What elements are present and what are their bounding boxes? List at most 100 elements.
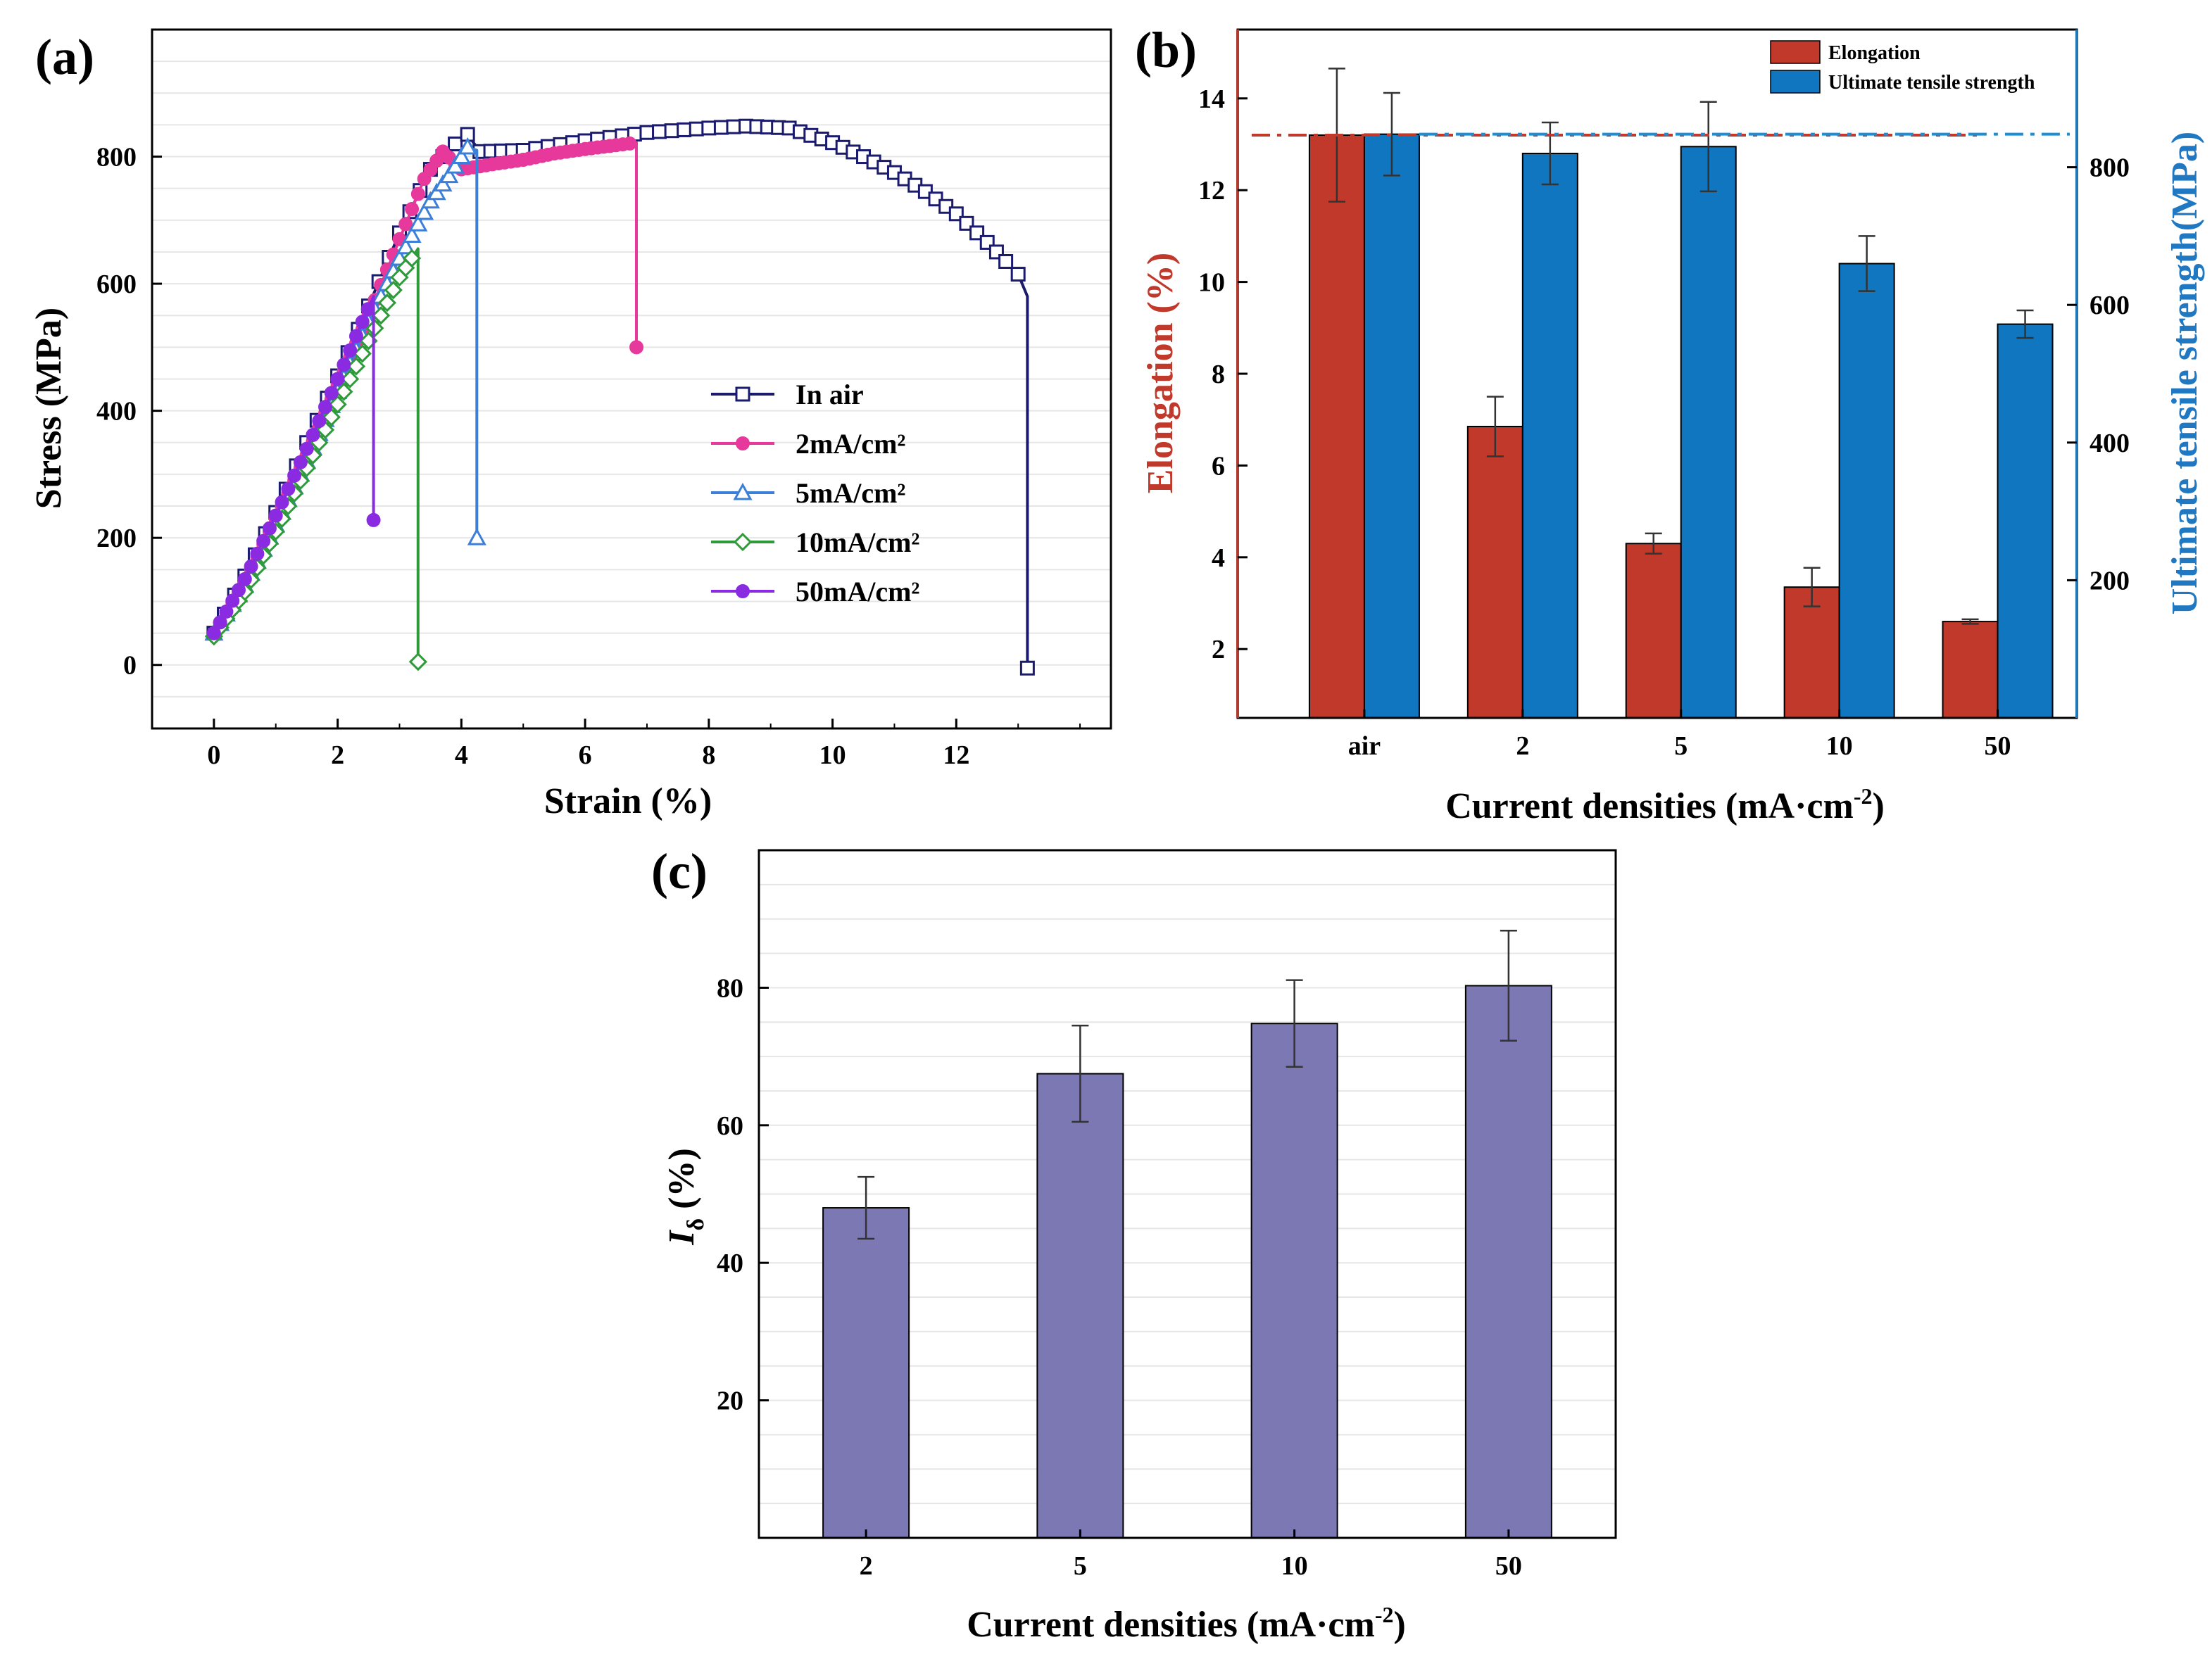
panel-a-x-axis-label: Strain (%) [544,781,712,821]
panel-a-data-point [998,253,1014,269]
panel-a-data-point [408,214,428,232]
panel-a-data-point [420,191,440,209]
panel-c-error-bar [1286,979,1303,1068]
panel-b-right-y-axis-label: Ultimate tensile strength(MPa) [2165,132,2205,614]
panel-c-y-tick-label: 40 [717,1249,743,1278]
panel-b-bar-elongation [1625,543,1682,719]
panel-a-data-point [415,202,434,220]
panel-a-data-point [402,225,422,243]
panel-a-grid [152,61,1111,697]
panel-a-data-point [293,455,308,469]
panel-a-data-point [408,652,427,671]
panel-b-left-y-tick-label: 12 [1198,176,1225,206]
panel-a-data-point [372,306,391,325]
panel-c-x-axis-label-end: ) [1393,1605,1405,1645]
panel-a-data-point [355,315,370,329]
panel-a-legend-marker [735,386,750,402]
panel-c-x-axis-label-sup: -2 [1375,1602,1394,1627]
panel-b-bar-elongation [1466,425,1523,719]
panel-c-plot-area [822,930,1552,1539]
panel-a-data-point [268,508,283,523]
panel-a-data-point [330,372,345,386]
panel-a-data-point [219,604,234,619]
panel-a-data-point [343,343,358,358]
panel-a-data-point [433,174,453,192]
panel-a-data-point [448,136,463,151]
panel-b-legend-swatch [1770,70,1821,94]
panel-a-data-point [353,344,372,363]
panel-a-stress-strain-chart: (a) 0 2 4 6 8 10 12 0 200 400 600 800 Strain (%) St… [29,28,1112,821]
panel-a-data-point [262,521,277,536]
panel-b-x-axis-label-main: Current densities (mA·cm [1445,786,1854,826]
panel-a-legend: In air 2mA/cm² 5mA/cm² 10mA/cm² 50mA/cm² [711,379,919,607]
panel-a-data-point [348,329,363,343]
panel-b-error-bar-uts [1383,91,1400,177]
panel-a-legend-marker [733,482,753,500]
panel-b-error-bar-elongation [1486,396,1504,457]
panel-a-data-point [306,427,320,442]
panel-c-error-bar [857,1175,875,1240]
panel-b-x-tick-label: 2 [1516,731,1529,761]
panel-a-data-point [402,248,422,268]
panel-a-x-tick-label: 4 [455,740,468,770]
panel-b-bar-elongation [1308,134,1365,719]
panel-b-legend-swatch [1770,40,1821,64]
panel-b-x-tick-label: 5 [1674,731,1688,761]
panel-a-x-tick-label: 2 [331,740,344,770]
panel-c-bar-chart: (c) 20 40 60 80 2 5 10 50 Current densities (mA… [651,843,1617,1645]
panel-a-y-tick-label: 400 [96,397,137,427]
panel-b-error-bar-uts [1699,101,1717,193]
panel-b-left-y-tick-label: 10 [1198,268,1225,298]
panel-a-data-point [341,370,360,389]
panel-a-data-point [396,236,415,255]
panel-a-legend-marker [736,584,750,598]
panel-a-label: (a) [35,29,94,85]
panel-a-data-point [244,559,258,574]
panel-b-bar-chart: (b) air 2 5 10 50 2 4 6 8 10 12 14 200 400 600 800 Curr… [1135,22,2205,826]
panel-a-data-point [318,400,333,415]
panel-a-data-point [427,182,446,201]
panel-a-data-point [677,122,692,137]
panel-b-legend: Elongation Ultimate tensile strength [1770,40,2035,94]
panel-a-data-point [213,615,227,630]
panel-b-error-bar-uts [2016,309,2034,339]
panel-a-data-point [275,495,289,510]
panel-a-legend-label: 2mA/cm² [796,428,905,460]
panel-b-left-y-tick-label: 2 [1212,635,1225,664]
panel-a-data-point [458,137,477,155]
panel-a-data-point [467,528,486,545]
panel-b-legend-label: Elongation [1828,42,1921,64]
panel-c-error-bar [1500,930,1517,1042]
panel-c-x-axis-label-main: Current densities (mA·cm [967,1605,1375,1645]
panel-b-left-y-tick-label: 6 [1212,451,1225,481]
panel-c-y-tick-label: 60 [717,1111,743,1141]
panel-a-data-point [328,395,347,414]
panel-c-ticks: 20 40 60 80 2 5 10 50 [717,973,1522,1581]
panel-b-x-axis-label: Current densities (mA·cm-2) [1445,783,1885,826]
panel-a-data-point [446,156,465,174]
panel-a-data-point [299,441,314,456]
panel-c-x-tick-label: 10 [1281,1551,1308,1581]
panel-a-data-point [377,293,397,312]
panel-b-ticks: air 2 5 10 50 2 4 6 8 10 12 14 200 400 600 800 [1198,84,2130,761]
panel-b-bar-uts [1838,263,1895,719]
panel-b-bar-elongation [1783,586,1840,719]
panel-a-ticks: 0 2 4 6 8 10 12 0 200 400 600 800 [96,143,1081,770]
panel-c-error-bar [1072,1024,1089,1123]
panel-a-y-tick-label: 600 [96,270,137,299]
panel-a-data-point [664,123,679,139]
panel-a-y-tick-label: 0 [123,651,137,681]
panel-b-legend-label: Ultimate tensile strength [1828,72,2035,94]
panel-a-data-point [287,468,302,483]
panel-c-label: (c) [651,843,708,899]
panel-b-x-tick-label: 10 [1826,731,1853,761]
panel-a-x-tick-label: 0 [207,740,220,770]
panel-b-right-y-tick-label: 800 [2090,153,2130,183]
panel-c-y-axis-label-end: (%) [662,1148,702,1218]
panel-b-left-y-tick-label: 4 [1212,543,1225,573]
panel-a-data-point [451,146,471,165]
panel-a-x-tick-label: 6 [579,740,592,770]
panel-a-data-point [324,386,339,400]
panel-b-bar-elongation [1942,621,1999,719]
panel-a-data-point [629,340,644,355]
